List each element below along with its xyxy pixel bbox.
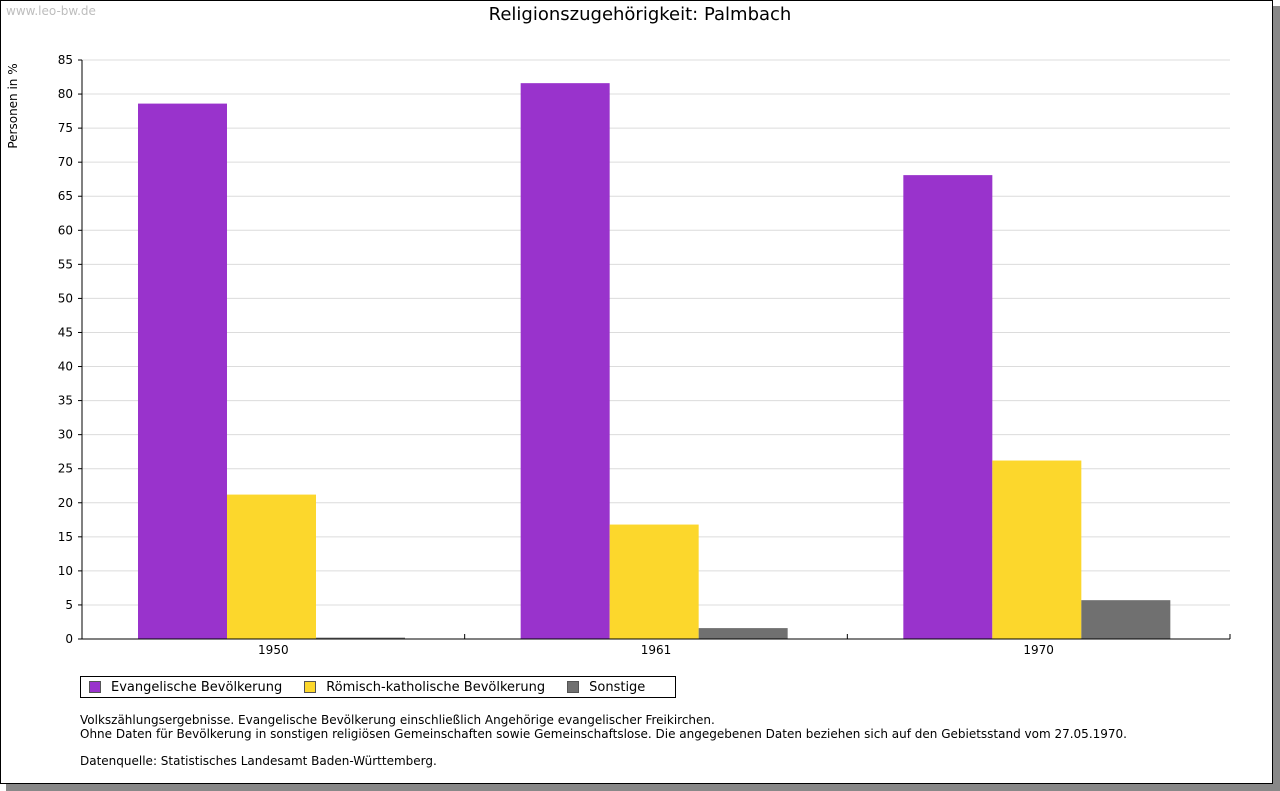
- y-tick-label-5: 5: [65, 598, 73, 612]
- legend-item-sonstige: Sonstige: [567, 680, 645, 695]
- legend-swatch-evangelisch: [89, 681, 101, 693]
- bar-sonstige-1961: [698, 628, 788, 639]
- bar-r-misch-katholische-bev-lkerung-1950: [227, 494, 316, 639]
- x-tick-label-1950: 1950: [258, 643, 289, 657]
- chart-title: Religionszugehörigkeit: Palmbach: [488, 4, 792, 25]
- y-tick-label-0: 0: [65, 632, 73, 646]
- data-source: Datenquelle: Statistisches Landesamt Bad…: [80, 754, 437, 768]
- y-tick-label-30: 30: [58, 428, 73, 442]
- y-tick-label-45: 45: [58, 325, 73, 339]
- note-line-2: Ohne Daten für Bevölkerung in sonstigen …: [80, 727, 1127, 741]
- y-tick-label-25: 25: [58, 462, 73, 476]
- y-tick-label-85: 85: [58, 53, 73, 67]
- x-tick-label-1961: 1961: [641, 643, 672, 657]
- legend-label-katholisch: Römisch-katholische Bevölkerung: [326, 679, 546, 695]
- legend: Evangelische Bevölkerung Römisch-katholi…: [80, 676, 676, 698]
- y-tick-label-35: 35: [58, 394, 73, 408]
- legend-swatch-katholisch: [304, 681, 317, 693]
- legend-label-evangelisch: Evangelische Bevölkerung: [111, 679, 283, 695]
- watermark: www.leo-bw.de: [6, 4, 96, 18]
- chart-notes: Volkszählungsergebnisse. Evangelische Be…: [80, 713, 1127, 768]
- bar-r-misch-katholische-bev-lkerung-1961: [609, 524, 699, 639]
- y-tick-label-70: 70: [58, 155, 73, 169]
- y-tick-label-80: 80: [58, 87, 73, 101]
- bar-r-misch-katholische-bev-lkerung-1970: [992, 460, 1082, 639]
- y-tick-label-50: 50: [58, 291, 73, 305]
- bar-sonstige-1970: [1081, 600, 1171, 639]
- legend-item-katholisch: Römisch-katholische Bevölkerung: [304, 680, 545, 695]
- y-tick-label-65: 65: [58, 189, 73, 203]
- bar-evangelische-bev-lkerung-1961: [520, 83, 610, 639]
- bar-evangelische-bev-lkerung-1950: [138, 103, 227, 640]
- y-tick-label-15: 15: [58, 530, 73, 544]
- legend-label-sonstige: Sonstige: [589, 679, 646, 695]
- frame-shadow-bottom: [6, 784, 1280, 791]
- legend-swatch-sonstige: [567, 681, 580, 693]
- legend-item-evangelisch: Evangelische Bevölkerung: [89, 680, 282, 695]
- y-tick-label-10: 10: [58, 564, 73, 578]
- y-tick-label-75: 75: [58, 121, 73, 135]
- note-line-1: Volkszählungsergebnisse. Evangelische Be…: [80, 713, 715, 727]
- y-tick-label-20: 20: [58, 496, 73, 510]
- y-tick-label-40: 40: [58, 360, 73, 374]
- bar-sonstige-1950: [316, 637, 405, 639]
- x-tick-label-1970: 1970: [1023, 643, 1054, 657]
- y-tick-label-55: 55: [58, 257, 73, 271]
- y-tick-label-60: 60: [58, 223, 73, 237]
- bar-evangelische-bev-lkerung-1970: [903, 175, 993, 639]
- frame-shadow-right: [1273, 6, 1280, 791]
